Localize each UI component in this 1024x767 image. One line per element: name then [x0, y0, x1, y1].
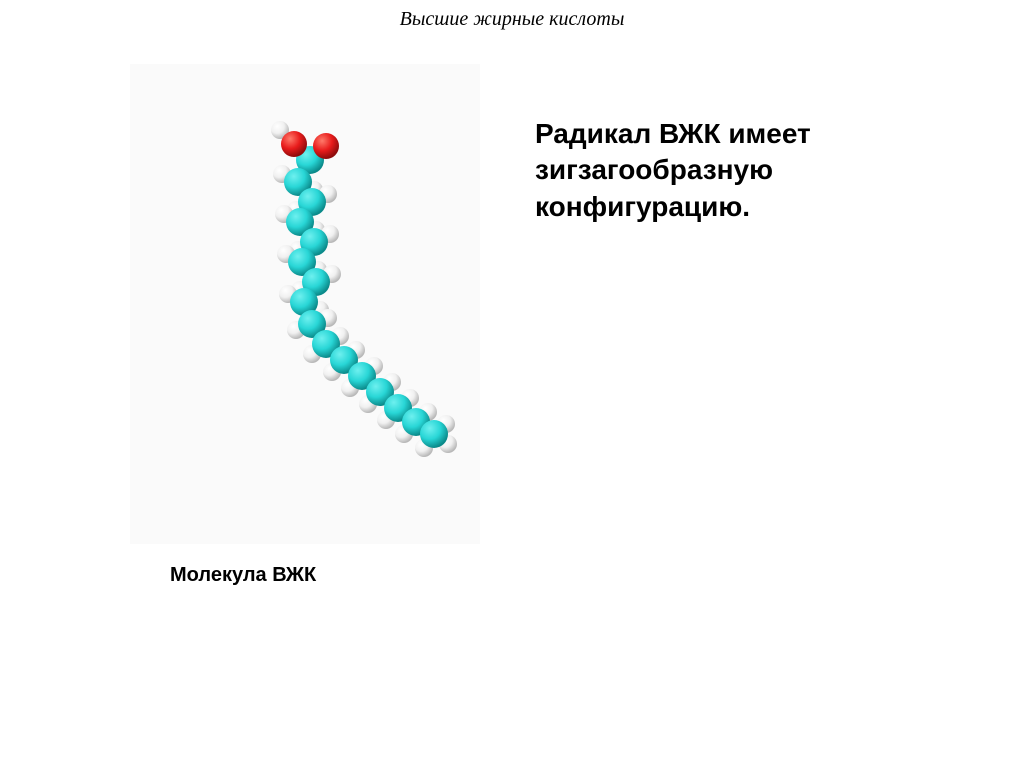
molecule-figure	[130, 64, 480, 544]
description-text: Радикал ВЖК имеет зигзагообразную конфиг…	[535, 116, 975, 225]
slide-title: Высшие жирные кислоты	[0, 8, 1024, 31]
molecule-caption: Молекула ВЖК	[170, 564, 316, 587]
molecule-svg	[130, 64, 480, 544]
